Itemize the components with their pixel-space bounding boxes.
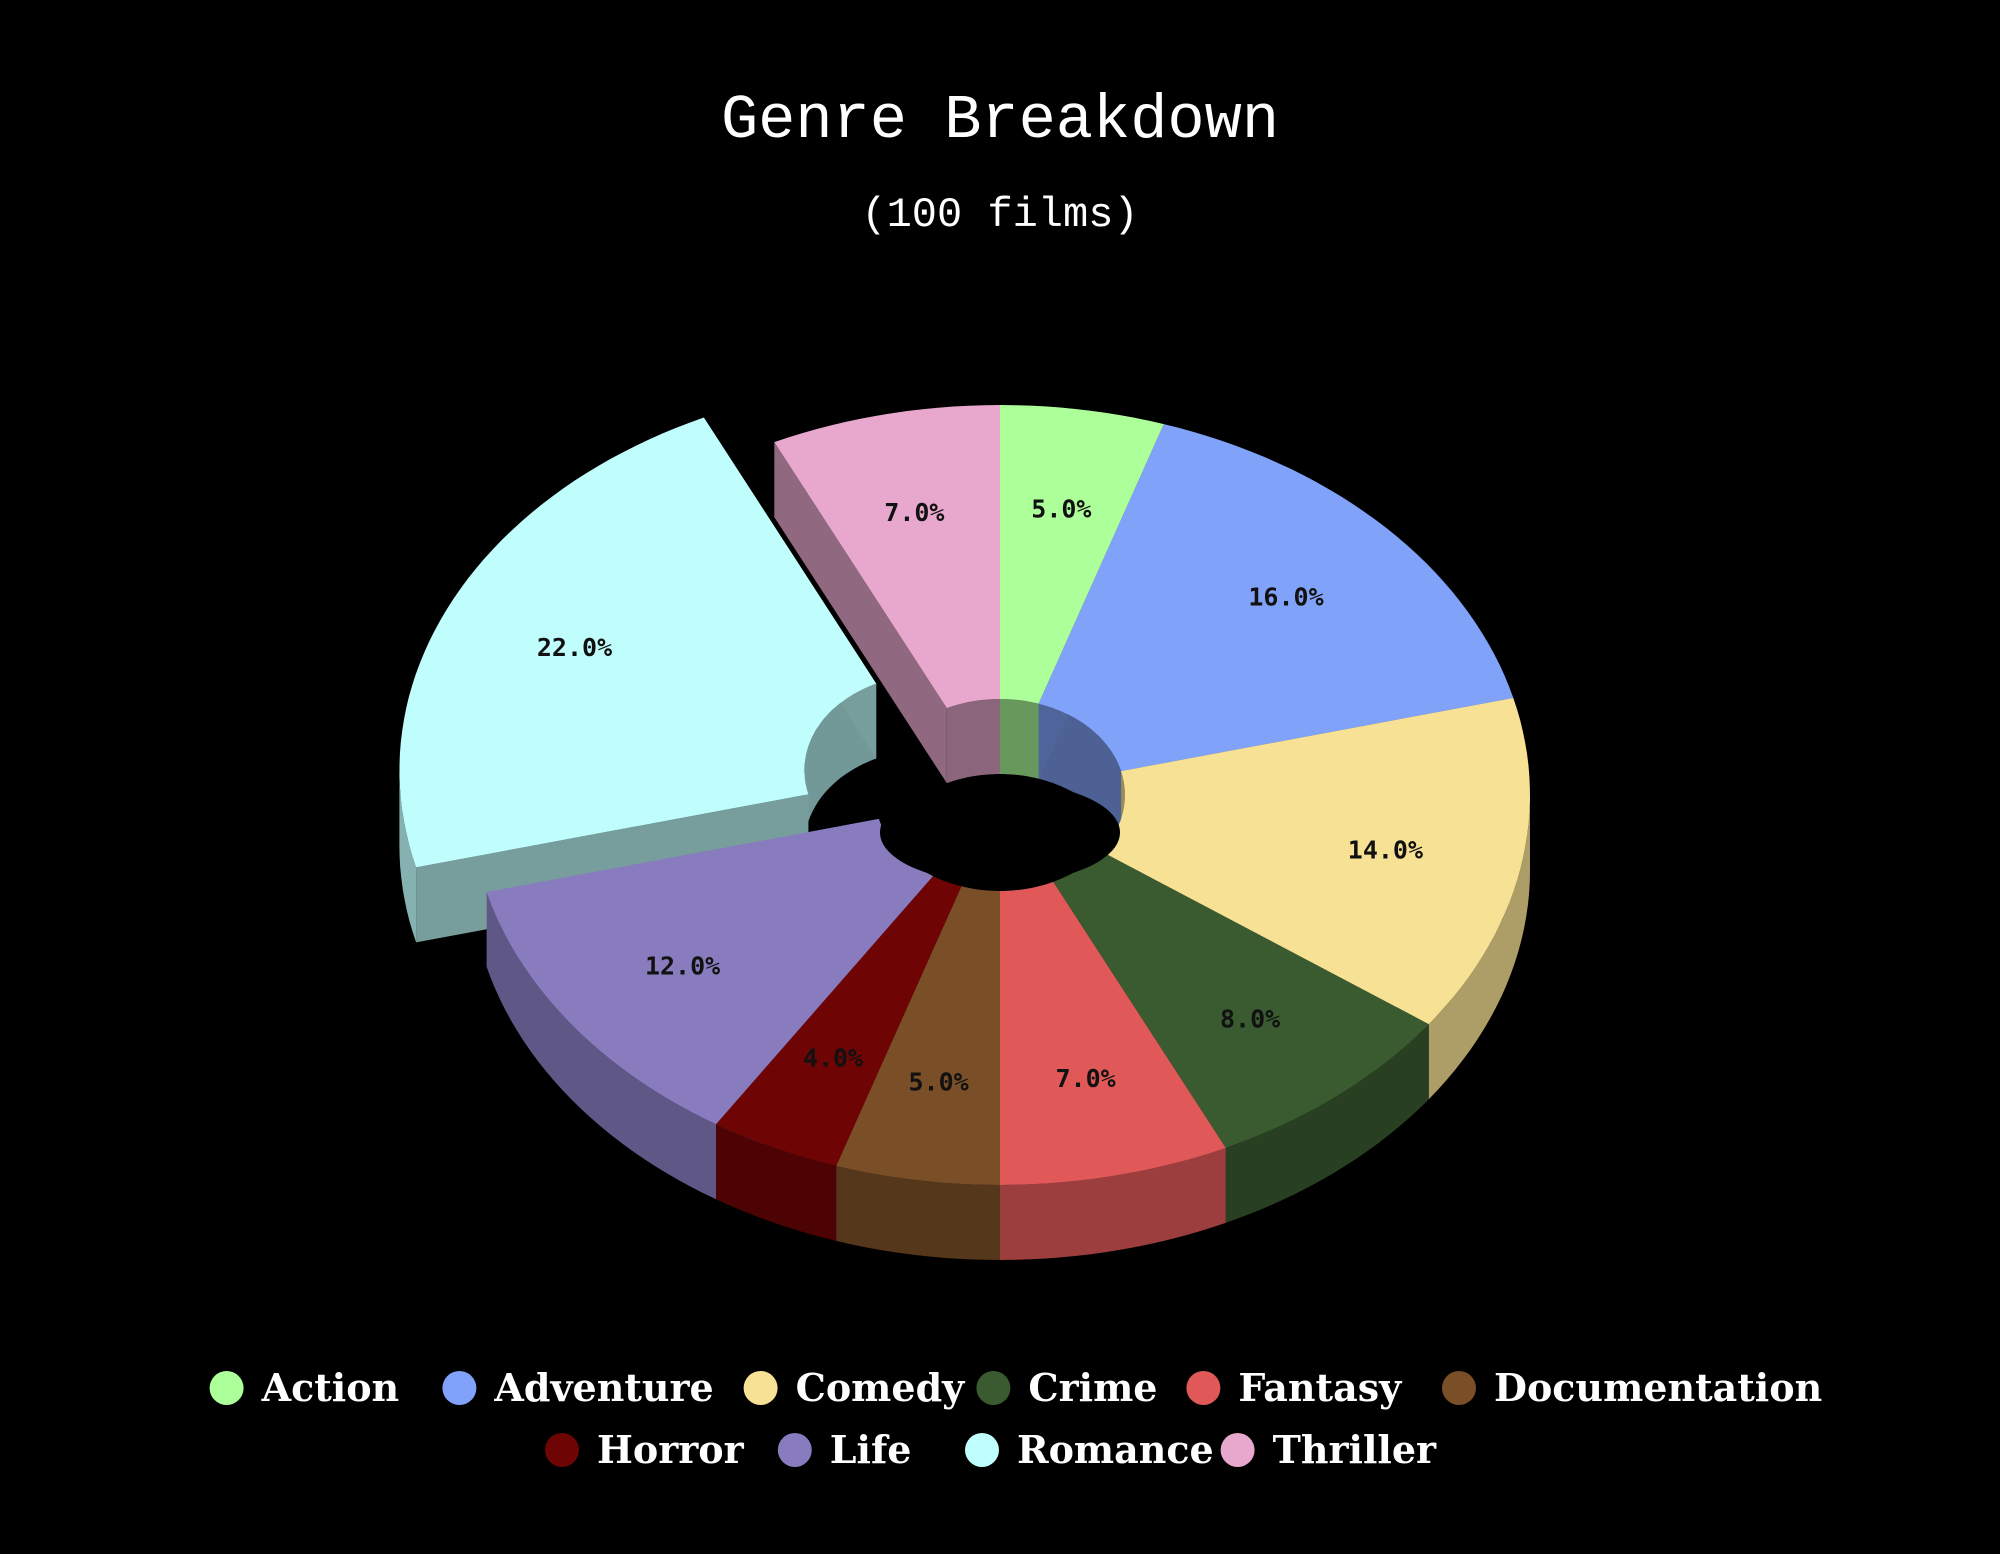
pie-data-label: 7.0% — [884, 498, 944, 527]
pie-slice-horror — [716, 876, 962, 1166]
pie-data-label: 8.0% — [1220, 1005, 1280, 1034]
pie-slice-crime — [1053, 851, 1429, 1148]
donut-hole — [880, 781, 1120, 884]
pie-data-label: 22.0% — [537, 633, 612, 662]
pie-data-label: 14.0% — [1348, 835, 1423, 864]
pie-slice-side — [716, 1124, 837, 1241]
pie-slice-life — [486, 818, 933, 1125]
legend-label: Comedy — [796, 1365, 966, 1410]
legend: Action Adventure Comedy Crime Fantasy Documen… — [209, 1365, 1822, 1472]
legend-item-horror: Horror — [545, 1427, 745, 1472]
pie-slice-cut-face — [774, 442, 947, 784]
pie-slice-fantasy — [1000, 881, 1226, 1185]
legend-swatch — [209, 1371, 244, 1405]
pie-slice-side — [1428, 795, 1530, 1100]
pie-data-label: 5.0% — [908, 1068, 968, 1097]
pie-slice-action — [1000, 405, 1164, 704]
pie-slice-thriller — [774, 405, 1000, 709]
legend-label: Thriller — [1273, 1427, 1437, 1472]
pie-tops — [399, 405, 1530, 1185]
pie-slice-inner-side — [1000, 699, 1039, 779]
legend-item-romance: Romance — [965, 1427, 1214, 1472]
legend-item-documentation: Documentation — [1442, 1365, 1822, 1410]
legend-label: Life — [830, 1427, 912, 1472]
legend-item-thriller: Thriller — [1220, 1427, 1437, 1472]
legend-label: Action — [261, 1365, 400, 1410]
pie-slice-side — [1000, 1147, 1226, 1260]
legend-label: Documentation — [1494, 1365, 1822, 1410]
pie-slice-side — [836, 1165, 1000, 1260]
legend-swatch — [777, 1433, 812, 1467]
pie-slice-side — [1225, 1024, 1429, 1223]
pie-slice-side — [399, 770, 417, 943]
pie-slice-side — [486, 892, 716, 1200]
pie-slice-adventure — [1038, 424, 1514, 772]
legend-swatch — [976, 1371, 1011, 1405]
legend-swatch — [442, 1371, 477, 1405]
pie-data-label: 12.0% — [645, 952, 720, 981]
pie-data-label: 7.0% — [1055, 1064, 1115, 1093]
legend-item-adventure: Adventure — [442, 1365, 714, 1410]
pie-data-label: 5.0% — [1031, 495, 1091, 524]
chart-subtitle: (100 films) — [861, 191, 1138, 239]
legend-swatch — [965, 1433, 999, 1467]
pie-slice-comedy — [1101, 698, 1530, 1025]
legend-swatch — [1442, 1371, 1476, 1405]
legend-item-fantasy: Fantasy — [1186, 1365, 1402, 1410]
legend-item-crime: Crime — [976, 1365, 1157, 1410]
legend-swatch — [545, 1433, 579, 1467]
legend-item-comedy: Comedy — [743, 1365, 966, 1410]
pie-slice-romance — [399, 417, 877, 868]
pie-data-label: 4.0% — [803, 1043, 863, 1072]
legend-label: Horror — [597, 1427, 745, 1472]
legend-item-action: Action — [209, 1365, 400, 1410]
pie-slice-inner-side — [946, 699, 1000, 784]
legend-label: Adventure — [493, 1365, 713, 1410]
legend-label: Romance — [1017, 1427, 1214, 1472]
chart-title: Genre Breakdown — [721, 85, 1279, 156]
legend-swatch — [743, 1371, 778, 1405]
pie-labels: 5.0% 16.0% 14.0% 8.0% 7.0% 5.0% 4.0% 12.0% 22.0%… — [537, 495, 1423, 1097]
pie-slice-documentation — [836, 886, 1000, 1185]
legend-swatch — [1220, 1433, 1255, 1467]
pie-data-label: 16.0% — [1248, 583, 1323, 612]
legend-item-life: Life — [777, 1427, 912, 1472]
legend-label: Fantasy — [1238, 1365, 1402, 1410]
legend-label: Crime — [1028, 1365, 1157, 1410]
legend-swatch — [1186, 1371, 1221, 1405]
